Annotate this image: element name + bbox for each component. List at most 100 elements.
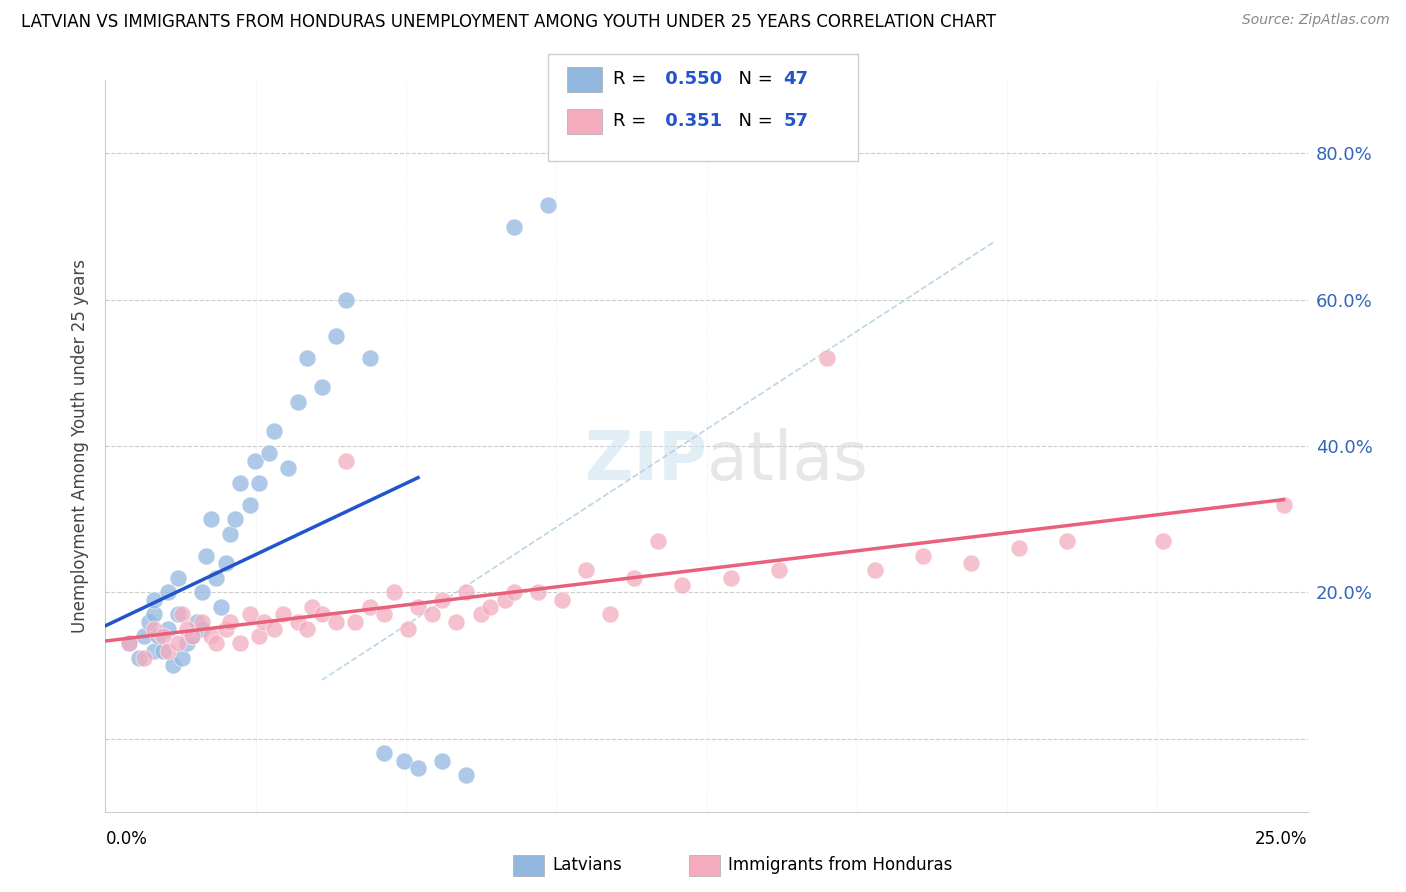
Point [156,644,179,658]
Point [132,629,155,643]
Point [406,761,429,775]
Point [166,636,188,650]
Point [446,615,468,629]
Point [152,644,174,658]
Point [200,512,222,526]
Text: R =: R = [613,112,652,130]
Point [142,644,165,658]
Point [359,599,381,614]
Y-axis label: Unemployment Among Youth under 25 years: Unemployment Among Youth under 25 years [72,259,90,633]
Point [382,585,405,599]
Point [575,563,598,577]
Point [253,615,276,629]
Point [205,571,228,585]
Point [172,651,194,665]
Text: Immigrants from Honduras: Immigrants from Honduras [728,856,953,874]
Point [152,629,174,643]
Point [166,571,188,585]
Point [503,585,526,599]
Point [551,592,574,607]
Point [359,351,381,366]
Point [138,615,160,629]
Point [176,636,198,650]
Point [1056,534,1078,549]
Point [190,585,212,599]
Point [470,607,492,622]
Point [214,622,236,636]
Point [200,629,222,643]
Text: 0.550: 0.550 [659,70,723,88]
Point [1152,534,1174,549]
Point [911,549,934,563]
Point [263,425,285,439]
Point [190,615,212,629]
Point [186,615,208,629]
Point [195,549,218,563]
Point [815,351,838,366]
Point [1008,541,1031,556]
Text: LATVIAN VS IMMIGRANTS FROM HONDURAS UNEMPLOYMENT AMONG YOUTH UNDER 25 YEARS CORR: LATVIAN VS IMMIGRANTS FROM HONDURAS UNEM… [21,13,997,31]
Point [863,563,886,577]
Point [214,556,236,570]
Text: ZIP: ZIP [585,427,707,493]
Text: Latvians: Latvians [553,856,623,874]
Point [527,585,550,599]
Point [623,571,645,585]
Point [1272,498,1295,512]
Point [503,219,526,234]
Text: 47: 47 [783,70,808,88]
Text: 0.0%: 0.0% [105,830,148,848]
Point [273,607,295,622]
Point [494,592,516,607]
Point [297,622,319,636]
Point [479,599,502,614]
Point [209,599,232,614]
Point [243,453,266,467]
Point [181,629,204,643]
Text: R =: R = [613,70,652,88]
Text: 57: 57 [783,112,808,130]
Point [454,768,477,782]
Point [430,754,453,768]
Point [599,607,621,622]
Point [128,651,150,665]
Point [311,380,333,394]
Point [311,607,333,622]
Point [301,599,323,614]
Point [148,629,170,643]
Point [229,475,252,490]
Point [257,446,280,460]
Point [430,592,453,607]
Point [166,607,188,622]
Point [156,622,179,636]
Point [287,395,309,409]
Point [118,636,141,650]
Point [219,526,242,541]
Point [156,585,179,599]
Point [263,622,285,636]
Point [537,197,560,211]
Point [142,607,165,622]
Point [671,578,693,592]
Point [647,534,669,549]
Point [768,563,790,577]
Text: 25.0%: 25.0% [1256,830,1308,848]
Point [325,615,347,629]
Point [118,636,141,650]
Point [142,592,165,607]
Point [287,615,309,629]
Point [344,615,367,629]
Point [392,754,415,768]
Point [172,607,194,622]
Text: N =: N = [727,112,779,130]
Point [297,351,319,366]
Text: atlas: atlas [707,427,868,493]
Point [454,585,477,599]
Point [162,658,184,673]
Point [239,607,262,622]
Point [205,636,228,650]
Point [176,622,198,636]
Point [219,615,242,629]
Point [181,629,204,643]
Point [720,571,742,585]
